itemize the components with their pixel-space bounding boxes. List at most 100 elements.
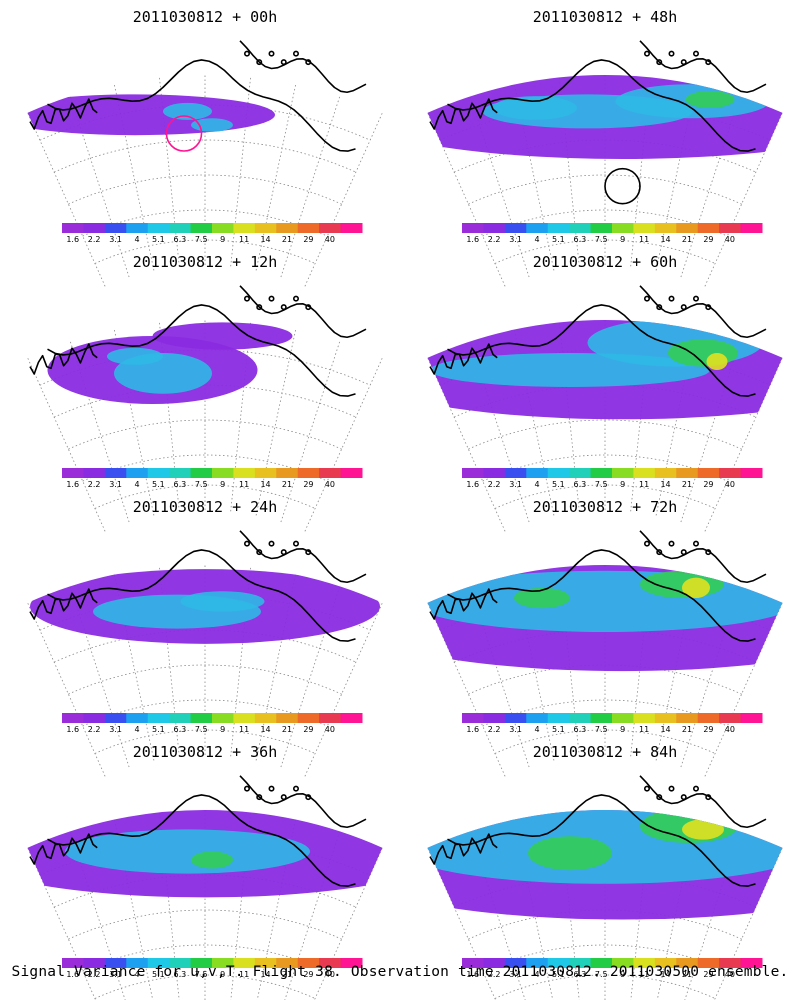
colorbar-tick-label: 40 [725, 725, 735, 734]
colorbar-tick-label: 1.6 [66, 725, 79, 734]
colorbar-swatch [83, 223, 106, 233]
colorbar-tick-label: 40 [725, 235, 735, 244]
colorbar-swatch [740, 958, 763, 968]
colorbar-swatch [83, 713, 106, 723]
panel-title: 2011030812 + 36h [133, 743, 278, 761]
colorbar-tick-label: 6.3 [573, 235, 586, 244]
colorbar-swatch [676, 468, 699, 478]
colorbar-tick-label: 1.6 [66, 970, 79, 979]
colorbar-swatch [612, 958, 634, 968]
colorbar-tick-label: 5.1 [552, 970, 565, 979]
colorbar: 1.6 2.2 3.1 4 5.1 6.3 7.5 9 11 14 21 29 40 [62, 223, 363, 244]
colorbar-swatch [483, 713, 506, 723]
colorbar-tick-label: 29 [703, 235, 713, 244]
figure-caption: Signal Variance for u,v,T. Flight 38. Ob… [11, 964, 789, 980]
variance-contour [682, 819, 724, 840]
colorbar-swatch [104, 468, 127, 478]
colorbar-swatch [190, 958, 213, 968]
colorbar: 1.6 2.2 3.1 4 5.1 6.3 7.5 9 11 14 21 29 40 [62, 713, 363, 734]
colorbar-swatch [504, 713, 527, 723]
map-panel: 2011030812 + 24h 1.6 2.2 3.1 4 5.1 6.3 7.5 9 11 14… [27, 498, 383, 777]
variance-contour [528, 836, 612, 871]
colorbar-swatch [340, 468, 363, 478]
colorbar-tick-label: 5.1 [152, 480, 165, 489]
colorbar-tick-label: 2.2 [88, 235, 101, 244]
variance-contour [640, 570, 724, 599]
variance-contour [706, 353, 728, 370]
colorbar-swatch [319, 713, 342, 723]
variance-field [427, 565, 783, 672]
colorbar-tick-label: 40 [725, 970, 735, 979]
colorbar-tick-label: 40 [325, 970, 335, 979]
variance-contour [514, 587, 570, 609]
colorbar-tick-label: 5.1 [152, 725, 165, 734]
colorbar-swatch [233, 223, 256, 233]
colorbar-tick-label: 21 [282, 235, 292, 244]
colorbar-tick-label: 1.6 [66, 235, 79, 244]
colorbar-tick-label: 9 [620, 235, 625, 244]
variance-contour [107, 347, 163, 365]
colorbar-swatch [104, 958, 127, 968]
colorbar-swatch [547, 713, 570, 723]
colorbar-swatch [590, 713, 613, 723]
colorbar-swatch [462, 468, 484, 478]
colorbar-swatch [526, 223, 549, 233]
observation-ring [165, 115, 203, 152]
colorbar-tick-label: 5.1 [152, 970, 165, 979]
colorbar-tick-label: 6.3 [573, 725, 586, 734]
colorbar-tick-label: 7.5 [595, 970, 608, 979]
colorbar-tick-label: 9 [620, 725, 625, 734]
colorbar-swatch [169, 958, 192, 968]
colorbar-swatch [633, 958, 656, 968]
colorbar-swatch [104, 713, 127, 723]
variance-field [427, 810, 783, 920]
colorbar-swatch [104, 223, 127, 233]
colorbar-swatch [633, 468, 656, 478]
colorbar-swatch [212, 713, 234, 723]
colorbar-tick-label: 14 [660, 235, 670, 244]
colorbar-tick-label: 5.1 [152, 235, 165, 244]
colorbar-swatch [233, 958, 256, 968]
colorbar-tick-label: 29 [703, 725, 713, 734]
colorbar-tick-label: 6.3 [173, 970, 186, 979]
colorbar-swatch [126, 468, 149, 478]
colorbar-swatch [126, 958, 149, 968]
colorbar-tick-label: 11 [239, 235, 249, 244]
colorbar-tick-label: 9 [620, 970, 625, 979]
colorbar-swatch [569, 468, 592, 478]
colorbar-swatch [719, 223, 742, 233]
colorbar-tick-label: 11 [639, 480, 649, 489]
colorbar-swatch [169, 468, 192, 478]
colorbar-swatch [190, 468, 213, 478]
colorbar-swatch [740, 468, 763, 478]
colorbar-tick-label: 9 [220, 480, 225, 489]
colorbar-tick-label: 3.1 [109, 725, 122, 734]
colorbar-swatch [169, 223, 192, 233]
colorbar-swatch [697, 223, 720, 233]
colorbar-swatch [547, 468, 570, 478]
colorbar-tick-label: 40 [725, 480, 735, 489]
colorbar-swatch [612, 223, 634, 233]
colorbar-tick-label: 3.1 [509, 235, 522, 244]
colorbar-swatch [62, 958, 84, 968]
colorbar-tick-label: 1.6 [66, 480, 79, 489]
map-panel: 2011030812 + 72h 1.6 2.2 3.1 4 5.1 6.3 7.5 9 11 14… [427, 498, 783, 777]
colorbar-swatch [233, 468, 256, 478]
colorbar-swatch [569, 223, 592, 233]
colorbar-tick-label: 4 [134, 235, 139, 244]
colorbar-swatch [126, 713, 149, 723]
colorbar-tick-label: 9 [620, 480, 625, 489]
colorbar-tick-label: 4 [534, 480, 539, 489]
colorbar-swatch [526, 468, 549, 478]
colorbar-tick-label: 21 [282, 970, 292, 979]
colorbar-tick-label: 3.1 [509, 480, 522, 489]
colorbar-swatch [462, 223, 484, 233]
colorbar-tick-label: 5.1 [552, 725, 565, 734]
colorbar-tick-label: 11 [239, 480, 249, 489]
variance-field [47, 322, 293, 404]
colorbar-swatch [276, 713, 299, 723]
map-panel: 2011030812 + 60h 1.6 2.2 3.1 4 5.1 6.3 7.5 9 11 14… [427, 253, 783, 532]
colorbar-swatch [462, 713, 484, 723]
colorbar-swatch [319, 958, 342, 968]
colorbar-swatch [212, 958, 234, 968]
